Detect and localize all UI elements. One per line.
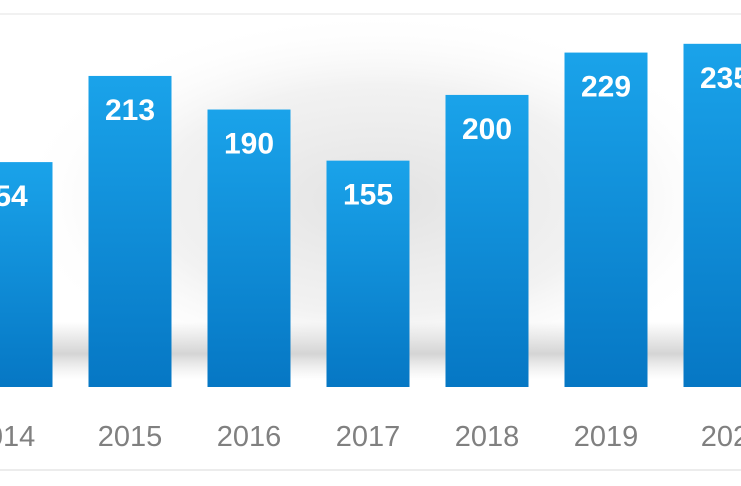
x-tick-label-2020: 202 (701, 421, 741, 453)
bars-group (0, 43, 741, 388)
bar-2015 (88, 75, 172, 387)
x-tick-labels-group: 014 2015 2016 2017 2018 2019 202 (0, 421, 741, 453)
value-label-2016: 190 (224, 128, 274, 161)
x-tick-label-2017: 2017 (336, 421, 401, 453)
bar-2020 (683, 43, 741, 388)
x-tick-label-2016: 2016 (217, 421, 282, 453)
bar-2018 (445, 94, 529, 387)
value-label-2017: 155 (343, 179, 393, 212)
value-label-2020: 235 (700, 62, 741, 95)
value-label-2015: 213 (105, 94, 155, 127)
x-tick-label-2018: 2018 (455, 421, 520, 453)
bar-2017 (326, 160, 410, 387)
value-label-2019: 229 (581, 71, 631, 104)
value-labels-group: 54 213 190 155 200 229 235 (0, 62, 741, 213)
bar-2014 (0, 162, 53, 387)
x-tick-label-2014: 014 (0, 421, 35, 453)
x-tick-label-2015: 2015 (98, 421, 163, 453)
value-label-2018: 200 (462, 113, 512, 146)
bar-2016 (207, 109, 291, 387)
x-tick-label-2019: 2019 (574, 421, 639, 453)
bar-2019 (564, 52, 648, 388)
value-label-2014: 54 (0, 180, 28, 213)
